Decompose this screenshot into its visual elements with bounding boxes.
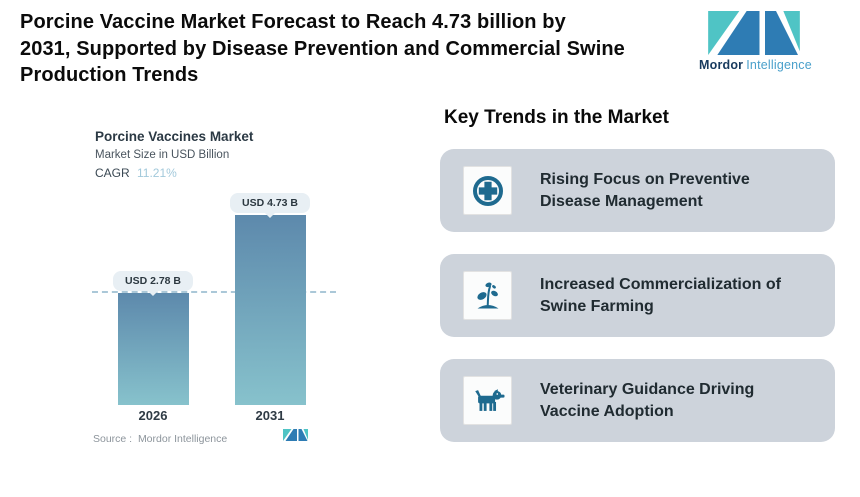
value-label-2026: USD 2.78 B — [112, 271, 194, 291]
cagr-row: CAGR 11.21% — [95, 166, 177, 180]
reference-line — [92, 291, 336, 293]
value-label-2031: USD 4.73 B — [229, 193, 311, 213]
x-axis-label-2026: 2026 — [138, 408, 168, 423]
medical-cross-icon — [472, 175, 503, 206]
sapling-icon — [476, 282, 498, 308]
trend-text-line-1: Veterinary Guidance Driving — [540, 380, 755, 398]
x-axis-label-2031: 2031 — [255, 408, 285, 423]
trend-text-line-2: Swine Farming — [540, 297, 654, 315]
cagr-label: CAGR — [95, 166, 130, 180]
trend-text: Rising Focus on Preventive Disease Manag… — [540, 169, 750, 213]
page-title-line-2: 2031, Supported by Disease Prevention an… — [20, 37, 625, 60]
chart-title: Porcine Vaccines Market — [95, 129, 254, 144]
trend-text: Veterinary Guidance Driving Vaccine Adop… — [540, 379, 754, 423]
trends-heading: Key Trends in the Market — [444, 107, 669, 128]
bar-2026 — [118, 293, 189, 405]
mordor-intelligence-mark-icon — [708, 11, 800, 55]
trend-text: Increased Commercialization of Swine Far… — [540, 274, 781, 318]
page-title: Porcine Vaccine Market Forecast to Reach… — [20, 9, 680, 89]
page-title-line-1: Porcine Vaccine Market Forecast to Reach… — [20, 11, 566, 33]
trend-text-line-1: Rising Focus on Preventive — [540, 170, 750, 188]
trend-text-line-2: Vaccine Adoption — [540, 402, 674, 420]
cagr-value: 11.21% — [137, 166, 177, 180]
chart-mini-logo-icon — [283, 429, 308, 441]
icon-tile — [463, 166, 512, 215]
icon-tile — [463, 271, 512, 320]
trend-text-line-2: Disease Management — [540, 192, 703, 210]
trend-card-preventive-disease: Rising Focus on Preventive Disease Manag… — [440, 149, 835, 232]
brand-name-bold: Mordor — [699, 58, 744, 72]
source-note: Source : Mordor Intelligence — [93, 433, 228, 445]
icon-tile — [463, 376, 512, 425]
page-title-line-3: Production Trends — [20, 64, 199, 86]
bar-2031 — [235, 215, 306, 405]
brand-name: Mordor Intelligence — [699, 58, 812, 72]
trend-text-line-1: Increased Commercialization of — [540, 275, 781, 293]
chart-subtitle: Market Size in USD Billion — [95, 149, 230, 161]
dog-icon — [474, 388, 505, 411]
brand-name-light: Intelligence — [746, 58, 812, 72]
brand-logo: Mordor Intelligence — [699, 11, 812, 72]
trend-card-veterinary-guidance: Veterinary Guidance Driving Vaccine Adop… — [440, 359, 835, 442]
trend-card-swine-farming: Increased Commercialization of Swine Far… — [440, 254, 835, 337]
